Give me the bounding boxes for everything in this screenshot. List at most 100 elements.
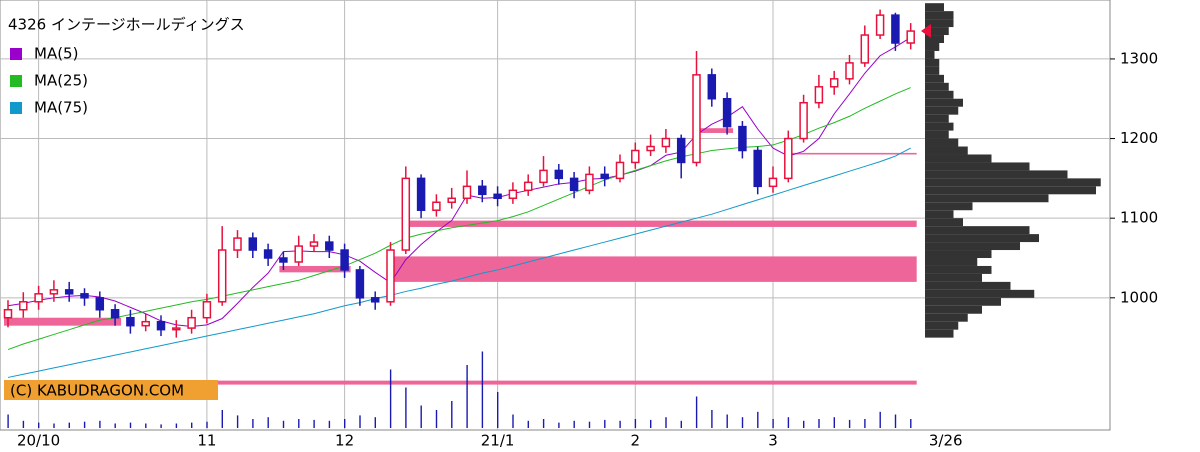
candle-body — [676, 137, 686, 164]
support-band — [692, 128, 734, 133]
volume-bar — [864, 419, 866, 428]
volume-bar — [680, 420, 682, 428]
volume-bar — [298, 419, 300, 428]
grid-layer: 1000 1100 1200 1300 20/10 11 12 21/1 2 3 3/26 — [0, 0, 1158, 450]
x-tick-label: 20/10 — [17, 432, 60, 450]
candle-body — [631, 149, 640, 164]
volume-bar — [772, 419, 774, 428]
profile-bar — [925, 258, 978, 266]
volume-bar — [114, 423, 116, 428]
candle-body — [233, 237, 242, 251]
volume-bar — [53, 423, 55, 428]
y-tick-label: 1100 — [1120, 209, 1158, 227]
legend-swatch — [10, 48, 22, 60]
x-tick-label: 12 — [335, 432, 354, 450]
candle-body — [646, 145, 655, 152]
volume-bar — [252, 419, 254, 428]
candle-body — [829, 78, 839, 88]
candle-body — [370, 297, 380, 303]
profile-bar — [925, 265, 992, 274]
volume-bar — [191, 422, 193, 428]
volume-bar — [389, 369, 392, 428]
candle-body — [738, 125, 747, 152]
profile-bar — [925, 202, 973, 211]
profile-bar — [925, 146, 968, 155]
y-tick-label: 1200 — [1120, 129, 1158, 147]
profile-bar — [925, 162, 1030, 171]
ma-line — [7, 147, 911, 378]
candle-body — [355, 269, 365, 299]
profile-bar — [925, 35, 944, 43]
candle-body — [508, 189, 518, 200]
candle-body — [569, 177, 579, 192]
volume-bar — [726, 414, 728, 428]
candle-body — [80, 293, 89, 299]
copyright: (C) KABUDRAGON.COM — [10, 382, 184, 400]
ma-line — [7, 87, 911, 351]
volume-bar — [328, 420, 331, 428]
volume-bar — [711, 410, 713, 428]
volume-bar — [695, 396, 698, 428]
volume-bar — [741, 417, 744, 428]
candle-body — [172, 327, 181, 331]
profile-bar — [925, 297, 1001, 306]
profile-bar — [925, 90, 954, 99]
volume-bar — [604, 419, 606, 428]
x-tick-label: 2 — [631, 432, 641, 450]
legend-label: MA(25) — [34, 72, 88, 90]
candle-body — [523, 181, 533, 192]
ma-line — [7, 37, 911, 327]
candle-body — [340, 249, 349, 271]
candle-body — [110, 309, 120, 319]
profile-bar — [925, 43, 940, 51]
volume-bar — [236, 415, 239, 428]
support-band — [4, 380, 917, 385]
volume-bar — [38, 422, 40, 428]
legend-swatch — [10, 75, 22, 87]
profile-bar — [925, 130, 949, 139]
candle-body — [432, 201, 441, 211]
profile-bar — [925, 329, 954, 338]
candle-body — [539, 169, 548, 184]
candle-body — [875, 14, 885, 36]
candle-body — [478, 185, 487, 196]
profile-bar — [925, 3, 944, 12]
y-tick-label: 1000 — [1120, 288, 1158, 306]
candle-body — [707, 74, 717, 100]
volume-bar — [22, 420, 25, 428]
volume-bar — [68, 422, 70, 428]
volume-bar — [558, 422, 560, 428]
volume-bar — [481, 351, 484, 428]
candle-body — [585, 173, 594, 192]
volume-bar — [466, 365, 468, 428]
volume-bar — [787, 417, 790, 428]
volume-bar — [497, 392, 499, 428]
legend-swatch — [10, 102, 22, 114]
profile-bar — [925, 186, 1096, 195]
volume-bar — [282, 420, 285, 428]
volume-bar — [542, 419, 545, 428]
candle-body — [845, 62, 854, 80]
candle-body — [202, 301, 212, 319]
legend-label: MA(5) — [34, 45, 78, 63]
volume-bar — [435, 410, 438, 428]
support-band — [386, 256, 917, 282]
volume-bar — [313, 419, 315, 428]
profile-bar — [925, 178, 1101, 187]
candle-body — [141, 320, 150, 327]
candle-body — [64, 289, 74, 295]
profile-bar — [925, 114, 949, 123]
volume-bar — [344, 419, 346, 428]
x-tick-label: 21/1 — [481, 432, 515, 450]
volume-bar — [634, 419, 637, 428]
support-band — [401, 220, 917, 227]
volume-bar — [818, 419, 820, 428]
candle-body — [19, 301, 28, 311]
profile-bar — [925, 305, 982, 314]
candle-body — [386, 249, 395, 303]
candle-body — [554, 169, 564, 180]
profile-bar — [925, 106, 959, 115]
profile-bar — [925, 138, 959, 147]
candle-body — [753, 149, 762, 188]
candle-body — [891, 14, 900, 44]
